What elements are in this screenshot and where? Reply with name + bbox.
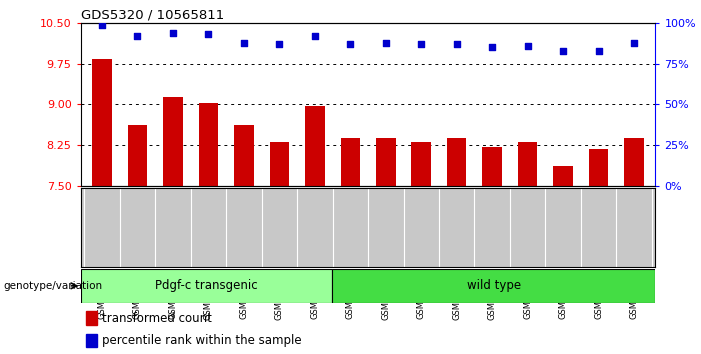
Bar (198, 103, 218, 186)
Text: Pdgf-c transgenic: Pdgf-c transgenic (155, 279, 258, 292)
Bar (81, 269, 332, 303)
Bar (341, 138, 360, 186)
Bar (589, 149, 608, 186)
Point (557, 48, 569, 53)
Point (168, 30, 179, 36)
Point (273, 41, 285, 47)
Bar (411, 142, 431, 186)
Point (203, 32, 214, 37)
Point (522, 43, 533, 48)
Text: percentile rank within the sample: percentile rank within the sample (102, 334, 302, 347)
Bar (376, 138, 395, 186)
Point (593, 48, 604, 53)
Point (238, 40, 250, 45)
Bar (305, 105, 325, 186)
Bar (447, 138, 466, 186)
Point (345, 41, 356, 47)
Point (629, 40, 640, 45)
Bar (128, 125, 147, 186)
Point (486, 45, 498, 50)
Bar (518, 142, 538, 186)
Bar (86, 334, 97, 347)
Bar (625, 138, 644, 186)
Point (309, 33, 320, 39)
Point (96, 22, 107, 28)
Point (451, 41, 463, 47)
Bar (163, 97, 183, 186)
Bar (553, 166, 573, 186)
Point (416, 41, 427, 47)
Text: wild type: wild type (467, 279, 521, 292)
Point (380, 40, 391, 45)
Point (132, 33, 143, 39)
Bar (86, 312, 97, 325)
Text: genotype/variation: genotype/variation (4, 281, 102, 291)
Bar (270, 142, 289, 186)
Bar (482, 147, 502, 186)
Bar (92, 59, 111, 186)
Bar (234, 125, 254, 186)
Bar (332, 269, 655, 303)
Text: transformed count: transformed count (102, 312, 212, 325)
Text: GDS5320 / 10565811: GDS5320 / 10565811 (81, 9, 224, 22)
